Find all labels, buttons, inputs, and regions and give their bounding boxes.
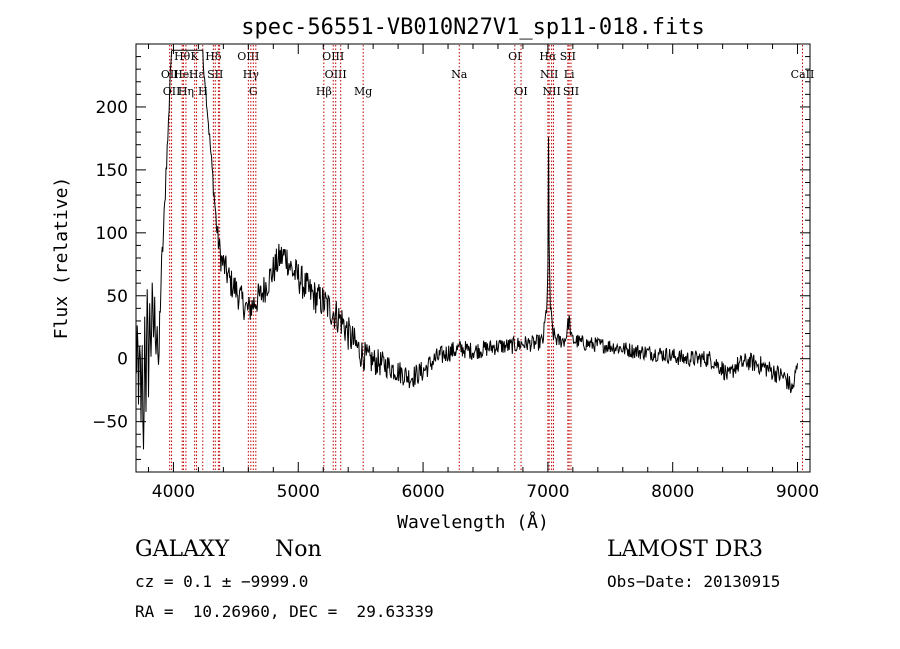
emission-line-label: Hδ bbox=[205, 50, 222, 63]
emission-line-label: SII bbox=[207, 68, 223, 81]
emission-line-label: G bbox=[249, 85, 258, 98]
y-axis-label: Flux (relative) bbox=[51, 177, 72, 340]
emission-line-label: SII bbox=[560, 50, 576, 63]
emission-line-label: OI bbox=[514, 85, 527, 98]
emission-line-label: OIII bbox=[237, 50, 259, 63]
x-axis-ticks: 4000 5000 6000 7000 8000 9000 bbox=[147, 44, 819, 502]
emission-line-label: OIII bbox=[322, 50, 344, 63]
y-tick-label: 200 bbox=[96, 98, 128, 118]
redshift-cz: cz = 0.1 ± −9999.0 bbox=[135, 572, 309, 591]
y-axis-ticks: −50 0 50 100 150 200 bbox=[92, 56, 810, 460]
y-tick-label: −50 bbox=[92, 413, 128, 433]
x-tick-label: 8000 bbox=[651, 482, 694, 502]
emission-line-label: Heι bbox=[173, 68, 193, 81]
y-tick-label: 50 bbox=[106, 287, 128, 307]
x-tick-label: 6000 bbox=[401, 482, 444, 502]
emission-line-label: SII bbox=[563, 85, 579, 98]
observation-date: Obs−Date: 20130915 bbox=[607, 572, 781, 591]
object-type: GALAXY bbox=[135, 537, 230, 562]
x-tick-label: 4000 bbox=[152, 482, 195, 502]
survey-name: LAMOST DR3 bbox=[607, 537, 763, 562]
spectrum-line bbox=[135, 49, 798, 450]
ra-dec-coordinates: RA = 10.26960, DEC = 29.63339 bbox=[135, 602, 434, 621]
y-tick-label: 100 bbox=[96, 224, 128, 244]
x-tick-label: 5000 bbox=[277, 482, 320, 502]
emission-line-label: Li bbox=[564, 68, 575, 81]
emission-line-label: Hα bbox=[539, 50, 557, 63]
emission-line-label: H bbox=[198, 85, 208, 98]
emission-line-label: Hθ bbox=[174, 50, 191, 63]
emission-line-label: NII bbox=[540, 68, 558, 81]
emission-line-label: Mg bbox=[354, 85, 372, 98]
y-tick-label: 150 bbox=[96, 161, 128, 181]
emission-line-label: Hε bbox=[189, 68, 205, 81]
emission-line-label: K bbox=[191, 50, 200, 63]
emission-line-label: Hβ bbox=[316, 85, 332, 98]
emission-line-label: OIII bbox=[325, 68, 347, 81]
x-tick-label: 9000 bbox=[776, 482, 819, 502]
emission-line-label: CaII bbox=[791, 68, 815, 81]
emission-line-label: OI bbox=[508, 50, 521, 63]
x-axis-label: Wavelength (Å) bbox=[397, 511, 549, 533]
y-tick-label: 0 bbox=[117, 350, 128, 370]
chart-title: spec-56551-VB010N27V1_sp11-018.fits bbox=[241, 15, 705, 40]
x-tick-label: 7000 bbox=[526, 482, 569, 502]
emission-line-label: NII bbox=[542, 85, 560, 98]
emission-line-label: Hη bbox=[178, 85, 194, 98]
emission-line-label: OII bbox=[163, 85, 181, 98]
emission-line-label: Na bbox=[451, 68, 468, 81]
plot-frame bbox=[135, 43, 811, 473]
object-subclass: Non bbox=[275, 537, 322, 562]
emission-line-label: Hγ bbox=[243, 68, 260, 81]
